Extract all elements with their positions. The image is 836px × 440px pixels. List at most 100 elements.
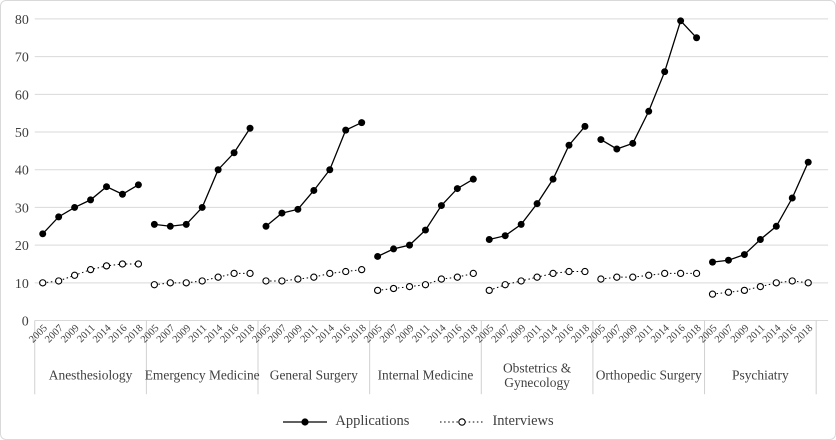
- applications-marker: [262, 222, 270, 230]
- applications-marker: [788, 194, 796, 202]
- interviews-marker: [102, 262, 111, 270]
- interviews-marker: [469, 269, 477, 278]
- interviews-marker: [150, 281, 158, 289]
- interviews-marker: [501, 281, 509, 289]
- applications-marker: [55, 213, 63, 221]
- applications-marker: [134, 181, 142, 189]
- applications-marker: [437, 202, 445, 210]
- applications-marker: [166, 222, 174, 230]
- applications-marker: [693, 34, 701, 42]
- interviews-marker: [485, 286, 493, 295]
- interviews-marker: [437, 275, 446, 283]
- interviews-marker: [692, 269, 701, 278]
- applications-marker: [517, 220, 525, 228]
- interviews-marker: [310, 273, 318, 281]
- interviews-marker: [645, 271, 653, 279]
- applications-marker: [150, 220, 158, 228]
- specialty-label: Obstetrics &: [503, 360, 572, 375]
- applications-marker: [342, 126, 350, 134]
- applications-marker: [390, 245, 398, 253]
- y-axis-label: 30: [15, 201, 29, 216]
- applications-marker: [103, 183, 110, 191]
- interviews-marker: [597, 275, 605, 283]
- applications-marker: [230, 149, 238, 157]
- interviews-marker: [118, 260, 127, 268]
- y-axis-label: 70: [15, 51, 29, 66]
- applications-marker: [565, 141, 573, 149]
- interviews-marker: [421, 281, 430, 289]
- applications-marker: [421, 226, 429, 234]
- specialty-label: Anesthesiology: [49, 367, 133, 382]
- applications-marker: [182, 220, 190, 228]
- applications-marker: [469, 175, 477, 183]
- interviews-marker: [134, 260, 143, 268]
- applications-line: [600, 19, 698, 150]
- applications-marker: [198, 203, 206, 211]
- interviews-marker: [294, 275, 302, 283]
- interviews-marker: [740, 286, 749, 295]
- applications-marker: [549, 175, 557, 183]
- y-axis-label: 50: [15, 126, 29, 141]
- y-axis-label: 0: [22, 315, 29, 330]
- interviews-marker: [405, 282, 414, 291]
- interviews-marker: [565, 267, 573, 276]
- applications-marker: [485, 235, 493, 243]
- applications-marker: [709, 258, 717, 266]
- y-axis-label: 10: [15, 277, 29, 292]
- y-axis-label: 40: [15, 164, 29, 179]
- applications-line: [154, 127, 251, 227]
- interviews-marker: [182, 279, 190, 287]
- applications-marker: [724, 256, 732, 264]
- applications-marker: [214, 166, 222, 174]
- applications-marker: [533, 200, 541, 208]
- applications-marker: [310, 186, 318, 194]
- interviews-marker: [230, 269, 238, 278]
- applications-marker: [358, 119, 366, 127]
- legend: Applications Interviews: [1, 413, 835, 430]
- interviews-marker: [373, 286, 382, 295]
- applications-marker: [772, 222, 780, 230]
- applications-marker: [629, 139, 637, 147]
- interviews-marker: [55, 277, 63, 285]
- interviews-marker: [517, 277, 525, 285]
- y-axis-label: 60: [15, 88, 29, 103]
- interviews-marker: [724, 288, 733, 296]
- interviews-marker: [358, 266, 366, 274]
- interviews-marker: [676, 269, 685, 278]
- applications-marker: [645, 107, 653, 115]
- interviews-marker: [86, 266, 95, 274]
- applications-marker: [804, 158, 812, 166]
- legend-label-interviews: Interviews: [492, 413, 554, 429]
- interviews-marker: [581, 267, 589, 276]
- applications-marker: [39, 230, 47, 238]
- interviews-marker: [549, 269, 557, 278]
- y-axis-label: 20: [15, 239, 29, 254]
- applications-marker: [278, 209, 286, 217]
- interviews-marker: [198, 277, 206, 285]
- applications-series-swatch-icon: [283, 417, 328, 426]
- interviews-marker: [772, 279, 780, 287]
- specialty-label: Gynecology: [504, 375, 570, 390]
- specialty-label: General Surgery: [270, 367, 358, 382]
- specialty-label: Internal Medicine: [378, 367, 474, 382]
- interviews-marker: [804, 279, 812, 287]
- applications-marker: [581, 122, 589, 130]
- interviews-marker: [389, 284, 398, 293]
- applications-marker: [406, 241, 414, 249]
- interviews-marker: [214, 273, 222, 281]
- interviews-marker: [342, 267, 350, 276]
- applications-marker: [597, 136, 605, 144]
- applications-marker: [740, 251, 748, 259]
- legend-item-applications: Applications: [282, 413, 409, 430]
- interviews-marker: [756, 282, 764, 291]
- applications-marker: [71, 203, 79, 211]
- interviews-marker: [70, 271, 79, 279]
- applications-marker: [326, 166, 334, 174]
- interviews-marker: [278, 277, 286, 285]
- applications-marker: [677, 17, 685, 25]
- interviews-marker: [326, 269, 334, 278]
- interviews-marker: [788, 277, 796, 285]
- interviews-marker: [246, 269, 254, 278]
